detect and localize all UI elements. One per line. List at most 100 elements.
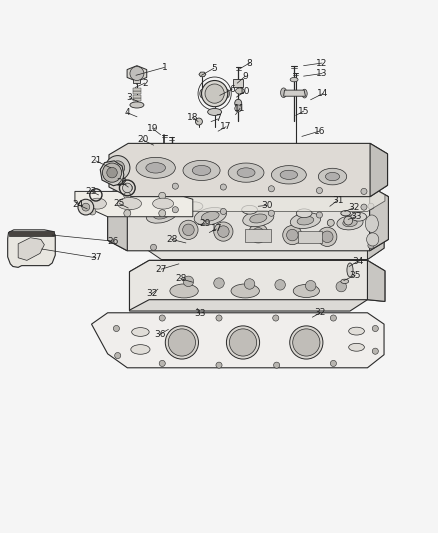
Polygon shape — [130, 261, 367, 311]
Ellipse shape — [231, 284, 259, 298]
Circle shape — [361, 204, 367, 210]
Ellipse shape — [242, 205, 258, 214]
Text: 32: 32 — [146, 289, 157, 298]
Circle shape — [201, 80, 228, 107]
Circle shape — [127, 204, 133, 210]
Circle shape — [368, 243, 374, 248]
Polygon shape — [18, 238, 44, 261]
Circle shape — [316, 212, 322, 218]
Circle shape — [78, 199, 94, 215]
Ellipse shape — [235, 99, 242, 107]
Text: 28: 28 — [166, 235, 177, 244]
Ellipse shape — [341, 211, 350, 216]
Text: 25: 25 — [114, 199, 125, 208]
Bar — [134, 75, 141, 83]
Circle shape — [102, 163, 122, 182]
Circle shape — [205, 84, 224, 103]
Ellipse shape — [146, 163, 166, 173]
Polygon shape — [108, 195, 389, 251]
Circle shape — [127, 185, 133, 191]
Ellipse shape — [349, 343, 364, 351]
Text: 11: 11 — [234, 104, 246, 113]
Text: 27: 27 — [155, 264, 167, 273]
Circle shape — [220, 208, 226, 215]
Text: 26: 26 — [108, 237, 119, 246]
Text: 17: 17 — [211, 224, 222, 233]
Text: 33: 33 — [194, 309, 205, 318]
Ellipse shape — [153, 209, 171, 219]
Text: 9: 9 — [242, 71, 248, 80]
Text: 29: 29 — [199, 219, 211, 228]
Text: 31: 31 — [332, 196, 343, 205]
Ellipse shape — [131, 198, 146, 207]
Polygon shape — [108, 186, 389, 206]
Circle shape — [82, 203, 90, 211]
Circle shape — [183, 224, 194, 236]
Ellipse shape — [290, 77, 298, 82]
Circle shape — [130, 67, 144, 80]
Ellipse shape — [272, 166, 306, 184]
Text: 28: 28 — [175, 274, 186, 283]
Text: 15: 15 — [298, 107, 310, 116]
Text: 20: 20 — [137, 135, 148, 144]
Polygon shape — [145, 198, 384, 260]
Bar — [133, 99, 141, 101]
Ellipse shape — [228, 163, 264, 182]
Text: 37: 37 — [90, 253, 102, 262]
Polygon shape — [108, 195, 127, 251]
Polygon shape — [130, 261, 385, 310]
Circle shape — [253, 228, 264, 239]
Text: 12: 12 — [316, 59, 328, 68]
Bar — [297, 231, 321, 243]
Text: 16: 16 — [314, 127, 325, 136]
Ellipse shape — [341, 279, 349, 284]
Bar — [133, 88, 141, 91]
Ellipse shape — [170, 284, 198, 298]
Circle shape — [273, 315, 279, 321]
Circle shape — [155, 203, 161, 209]
Circle shape — [107, 167, 117, 178]
Ellipse shape — [183, 160, 220, 181]
Polygon shape — [367, 261, 385, 302]
Circle shape — [361, 188, 367, 195]
Ellipse shape — [187, 202, 203, 211]
Circle shape — [275, 280, 286, 290]
Polygon shape — [100, 161, 124, 185]
Polygon shape — [8, 230, 55, 268]
Ellipse shape — [200, 89, 205, 98]
Text: 18: 18 — [187, 112, 198, 122]
Text: 13: 13 — [316, 69, 328, 78]
Circle shape — [172, 183, 178, 189]
Text: 30: 30 — [261, 201, 273, 210]
Text: 17: 17 — [220, 122, 232, 131]
Ellipse shape — [152, 198, 173, 209]
Circle shape — [124, 192, 131, 199]
Text: 36: 36 — [154, 330, 166, 339]
Circle shape — [316, 188, 322, 193]
Ellipse shape — [201, 212, 219, 221]
Circle shape — [274, 362, 280, 368]
Text: 33: 33 — [350, 212, 362, 221]
Ellipse shape — [131, 345, 150, 354]
Circle shape — [344, 216, 353, 225]
Ellipse shape — [280, 170, 297, 180]
Circle shape — [249, 224, 268, 243]
Ellipse shape — [365, 215, 378, 232]
Ellipse shape — [325, 172, 339, 181]
Polygon shape — [284, 90, 305, 96]
Circle shape — [244, 279, 255, 289]
Ellipse shape — [243, 210, 274, 227]
Circle shape — [235, 105, 242, 112]
Ellipse shape — [194, 207, 226, 225]
Circle shape — [372, 326, 378, 332]
Ellipse shape — [293, 285, 319, 297]
Circle shape — [321, 231, 333, 243]
Circle shape — [124, 210, 131, 217]
Circle shape — [172, 207, 178, 213]
Text: 7: 7 — [215, 115, 221, 124]
Ellipse shape — [208, 108, 222, 116]
Ellipse shape — [337, 216, 363, 230]
Text: 2: 2 — [142, 79, 148, 87]
Circle shape — [214, 278, 224, 288]
Circle shape — [168, 329, 195, 356]
